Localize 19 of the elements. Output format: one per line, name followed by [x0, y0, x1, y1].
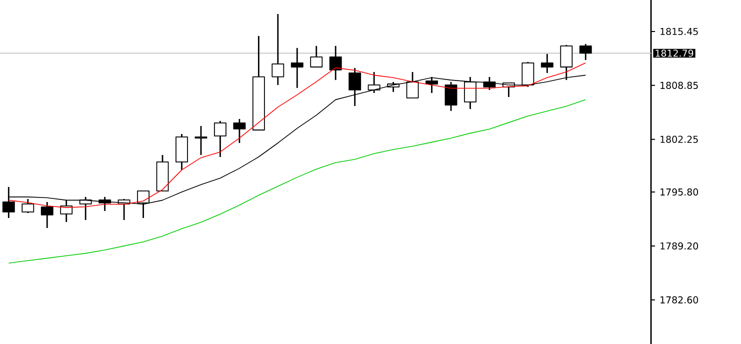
ref-line-label: 1812.79: [656, 50, 694, 57]
y-tick-label: 1815.45: [660, 28, 698, 36]
candlestick: [444, 81, 458, 112]
y-tick-label: 1789.20: [660, 242, 698, 250]
candlestick: [214, 120, 226, 158]
candlestick: [329, 45, 342, 81]
y-tick-label: 1782.60: [660, 296, 698, 304]
candlestick: [290, 47, 304, 89]
candlestick: [540, 53, 554, 74]
y-tick-label: 1808.85: [660, 82, 698, 89]
candlestick: [40, 201, 54, 229]
candlestick: [579, 43, 592, 61]
line-series: [8, 99, 586, 264]
candlestick: [272, 13, 284, 86]
candlestick: [194, 125, 208, 156]
y-tick-label: 1802.25: [660, 136, 698, 143]
candlestick: [310, 45, 323, 68]
candlestick: [233, 118, 246, 144]
y-tick-label: 1795.80: [660, 188, 698, 196]
